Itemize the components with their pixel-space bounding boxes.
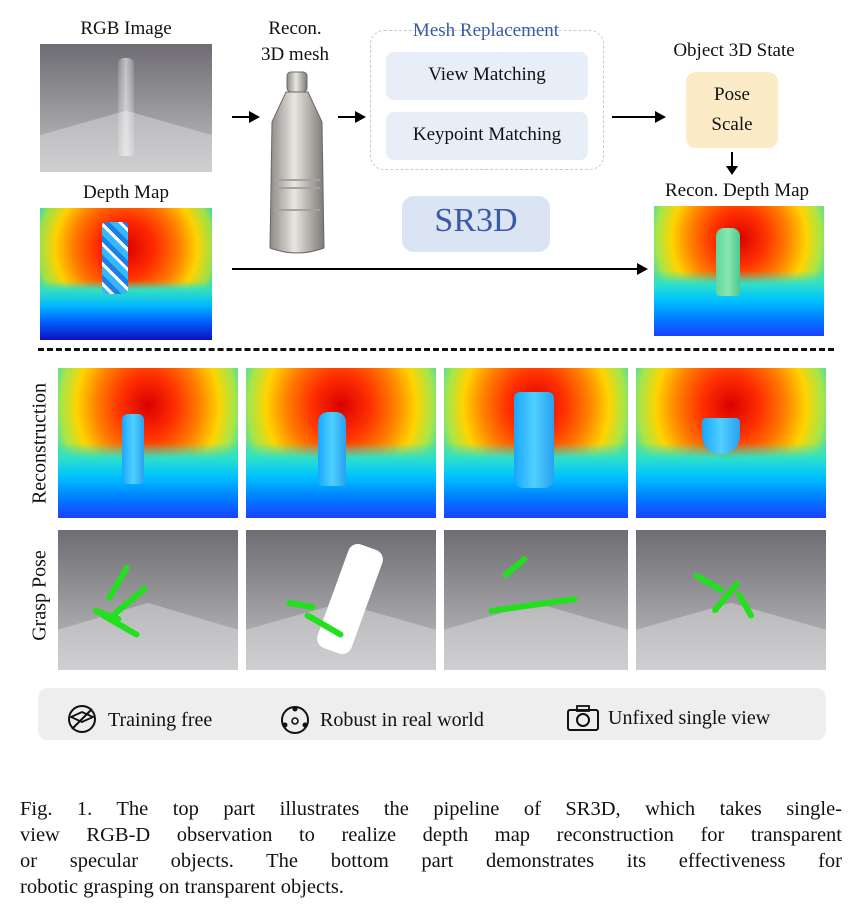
state-scale: Scale bbox=[711, 114, 753, 135]
grasp-scene-2 bbox=[246, 530, 436, 670]
robust-network-icon bbox=[281, 706, 309, 734]
camera-icon bbox=[567, 705, 599, 731]
recon-depth-label: Recon. Depth Map bbox=[664, 180, 810, 201]
row-label-grasp-pose: Grasp Pose bbox=[28, 550, 51, 641]
object-state-box bbox=[686, 72, 778, 148]
feature-label-training-free: Training free bbox=[108, 708, 213, 731]
method-name: SR3D bbox=[434, 202, 518, 239]
arrow-state-down bbox=[731, 152, 733, 168]
no-training-icon bbox=[68, 705, 96, 733]
caption-line-4: robotic grasping on transparent objects. bbox=[20, 876, 344, 898]
reconstruction-1 bbox=[58, 368, 238, 518]
state-pose: Pose bbox=[714, 84, 750, 105]
method-box bbox=[402, 196, 550, 252]
row-label-reconstruction: Reconstruction bbox=[28, 382, 51, 505]
arrow-replacement-to-state bbox=[612, 111, 666, 123]
grasp-scene-4 bbox=[636, 530, 826, 670]
rgb-image-label: RGB Image bbox=[80, 18, 172, 39]
rgb-image bbox=[40, 44, 212, 172]
arrow-rgb-to-mesh bbox=[232, 111, 260, 123]
caption-line-2: view RGB-D observation to realize depth … bbox=[20, 824, 842, 846]
feature-robust: Robust in real world bbox=[278, 703, 484, 737]
mesh-label-line1: Recon. bbox=[268, 18, 322, 39]
view-matching-box bbox=[386, 52, 588, 100]
feature-label-unfixed-view: Unfixed single view bbox=[608, 706, 771, 729]
features-bar bbox=[38, 688, 826, 740]
mesh-replacement-title: Mesh Replacement bbox=[412, 20, 560, 41]
recon-depth-map bbox=[654, 206, 824, 336]
grasp-scene-3 bbox=[444, 530, 628, 670]
feature-training-free: Training free bbox=[66, 703, 212, 737]
mesh-label-line2: 3D mesh bbox=[260, 44, 330, 65]
depth-map bbox=[40, 208, 212, 340]
reconstruction-2 bbox=[246, 368, 436, 518]
mesh-replacement-panel bbox=[370, 30, 604, 170]
section-separator bbox=[38, 348, 834, 351]
figure-caption: Fig. 1. The top part illustrates the pip… bbox=[20, 796, 842, 900]
grasp-scene-1 bbox=[58, 530, 238, 670]
arrow-mesh-to-replacement bbox=[338, 111, 366, 123]
keypoint-matching-box bbox=[386, 112, 588, 160]
depth-map-label: Depth Map bbox=[82, 182, 169, 203]
reconstruction-3 bbox=[444, 368, 628, 518]
arrow-state-down-head bbox=[726, 166, 738, 175]
reconstruction-4 bbox=[636, 368, 826, 518]
feature-unfixed-view: Unfixed single view bbox=[566, 703, 770, 733]
object-state-title: Object 3D State bbox=[673, 40, 795, 61]
feature-label-robust: Robust in real world bbox=[320, 708, 484, 731]
view-matching-label: View Matching bbox=[428, 64, 546, 85]
caption-line-3: or specular objects. The bottom part dem… bbox=[20, 850, 842, 872]
reconstructed-bottle-mesh bbox=[269, 71, 325, 254]
caption-line-1: Fig. 1. The top part illustrates the pip… bbox=[20, 798, 842, 820]
keypoint-matching-label: Keypoint Matching bbox=[412, 124, 562, 145]
arrow-depth-to-recon bbox=[232, 263, 648, 275]
